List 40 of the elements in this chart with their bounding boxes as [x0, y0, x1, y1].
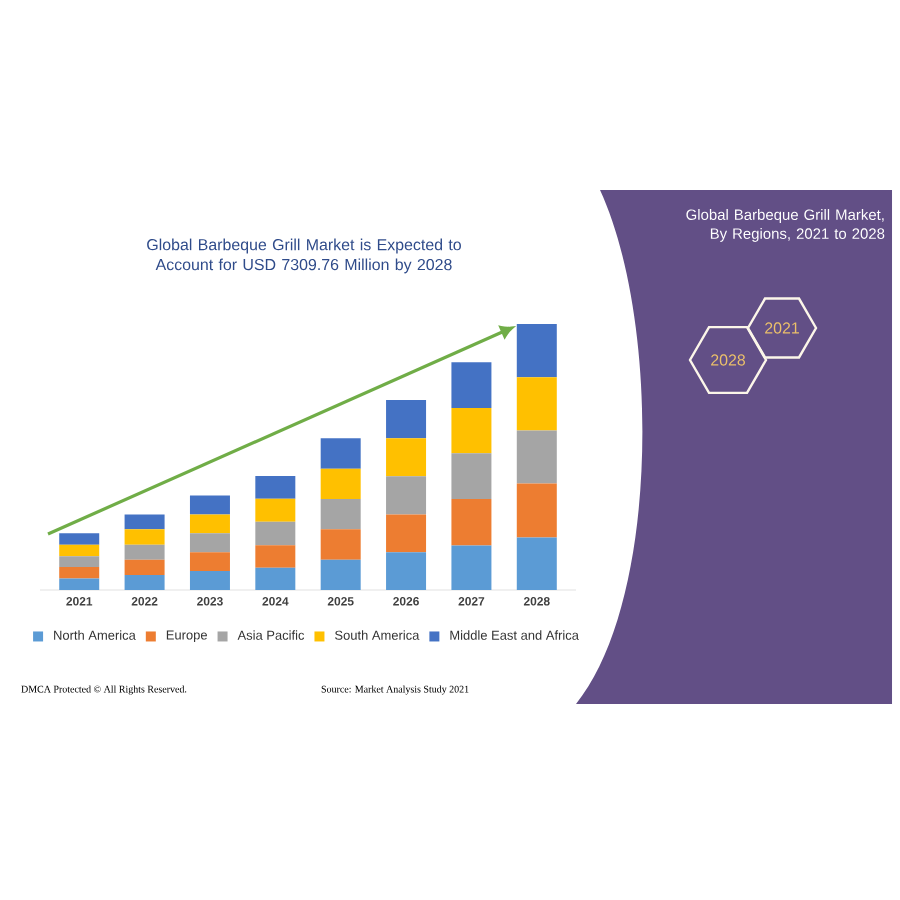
bar	[451, 453, 492, 500]
bar	[124, 575, 165, 590]
bar	[451, 499, 492, 546]
bar	[516, 537, 557, 590]
bar	[255, 567, 296, 590]
bar	[189, 552, 230, 572]
bar	[320, 499, 361, 530]
bar	[386, 438, 427, 477]
bar	[516, 483, 557, 538]
bar	[386, 400, 427, 439]
bar	[189, 533, 230, 553]
bar	[451, 362, 492, 409]
bar	[255, 498, 296, 522]
bar	[451, 545, 492, 590]
bar	[451, 408, 492, 454]
bar	[386, 552, 427, 590]
bar	[255, 521, 296, 546]
bar	[59, 578, 100, 590]
bar	[320, 438, 361, 469]
bar	[59, 533, 100, 545]
bar	[320, 529, 361, 560]
bar	[386, 514, 427, 553]
bar	[516, 377, 557, 431]
bar	[124, 559, 165, 576]
bar	[255, 545, 296, 568]
bar	[124, 544, 165, 560]
bar	[189, 514, 230, 534]
bar	[124, 514, 165, 530]
bar	[59, 567, 100, 579]
bar	[59, 544, 100, 557]
bar	[189, 571, 230, 590]
bar	[386, 476, 427, 515]
bar	[189, 495, 230, 515]
bar	[59, 556, 100, 568]
bar	[320, 468, 361, 500]
bar	[320, 559, 361, 590]
bar	[255, 475, 296, 499]
bar	[516, 323, 557, 378]
bar	[124, 529, 165, 545]
bar	[516, 430, 557, 484]
